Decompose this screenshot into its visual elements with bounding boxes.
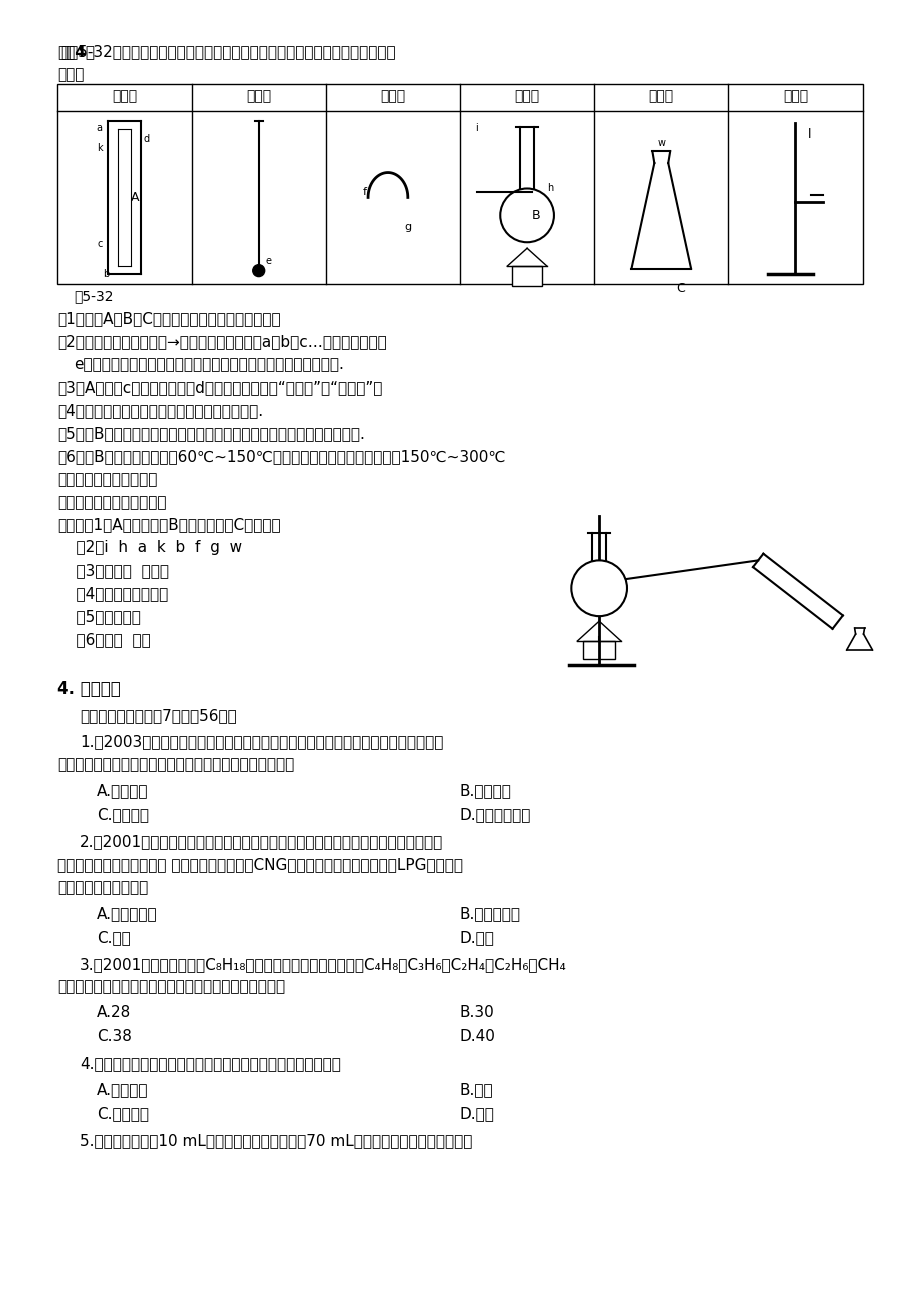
Text: e: e [266,255,271,266]
Text: 1.（2003年春季高考理综题）从石油分馏得到的固体石蜡，用氯气漂白后，燃烧时会: 1.（2003年春季高考理综题）从石油分馏得到的固体石蜡，用氯气漂白后，燃烧时会 [80,734,443,750]
Text: C.氢气: C.氢气 [97,930,130,945]
Text: B.裂解: B.裂解 [460,1082,494,1098]
Text: 产生含氯元素的气体，这是由于石蜡在漂白时与氯气发生过: 产生含氯元素的气体，这是由于石蜡在漂白时与氯气发生过 [57,758,294,772]
Circle shape [571,560,627,616]
Text: k: k [96,143,103,154]
Text: 将图5-32所列仪器组装为一套实验室蝓馏石油的装置，并进行蝓馏，得到汽油和: 将图5-32所列仪器组装为一套实验室蝓馏石油的装置，并进行蝓馏，得到汽油和 [61,44,395,60]
Text: 类燃料的主要成分都是: 类燃料的主要成分都是 [57,880,149,894]
Text: C.聚合反应: C.聚合反应 [97,807,149,823]
Text: B.30: B.30 [460,1005,494,1021]
Text: A.28: A.28 [97,1005,131,1021]
Text: （6）汽油  某油: （6）汽油 某油 [57,631,151,647]
Text: i: i [475,124,478,133]
Text: 5.在常温常压下刷10 mL某裂解气中的一种成分与70 mL氧气混合，点燃使之充分燃烧: 5.在常温常压下刷10 mL某裂解气中的一种成分与70 mL氧气混合，点燃使之充… [80,1133,472,1148]
Text: c: c [97,238,103,249]
Text: A.减压分馏: A.减压分馏 [97,1082,149,1098]
Circle shape [253,264,265,276]
Bar [57,85,862,284]
Text: D.40: D.40 [460,1030,495,1044]
Text: 五种气体的混合物。该混合物的平均相对分子质量可能是: 五种气体的混合物。该混合物的平均相对分子质量可能是 [57,979,285,995]
Text: d: d [143,134,150,145]
Text: B: B [531,208,540,221]
Text: 2.（2001年全国高考题）为了减少大气污染，许多城市推广汽车使用清洁燃料。目前: 2.（2001年全国高考题）为了减少大气污染，许多城市推广汽车使用清洁燃料。目前 [80,835,443,849]
Text: e接（　）（　）接（　）（　）（　）接（　）（　）接（　）.: e接（ ）（ ）接（ ）（ ）（ ）接（ ）（ ）接（ ）. [74,357,344,372]
Text: D.催化裂化反应: D.催化裂化反应 [460,807,531,823]
Text: （六）: （六） [648,90,673,103]
Text: （5）在B中注入原油后，加几片碎瓷片的目的是　　　　　　　　　　　.: （5）在B中注入原油后，加几片碎瓷片的目的是 . [57,426,365,441]
Text: （1）图中A、B、C三种仪器的名称是　　　　　．: （1）图中A、B、C三种仪器的名称是 ． [57,311,281,327]
Text: 使用的清洁燃料主要有两类 一类是压缩天然气（CNG），另一类是液化石油气（LPG）。这两: 使用的清洁燃料主要有两类 一类是压缩天然气（CNG），另一类是液化石油气（LPG… [57,857,463,872]
Text: （四）: （四） [782,90,807,103]
Circle shape [500,189,553,242]
Text: h: h [547,182,552,193]
Text: D.重整: D.重整 [460,1107,494,1121]
Text: （2）i  h  a  k  b  f  g  w: （2）i h a k b f g w [57,540,243,556]
Text: A.加成反应: A.加成反应 [97,784,149,798]
Text: 某油。: 某油。 [57,68,85,82]
Text: f: f [363,187,367,198]
Text: （3）进水口  出水口: （3）进水口 出水口 [57,564,169,578]
Bar [583,641,615,659]
Text: w: w [656,138,664,148]
Text: （4）蝓馏时，温度计水银球应在　　　　　位置.: （4）蝓馏时，温度计水银球应在 位置. [57,404,263,418]
Text: （五）: （五） [380,90,405,103]
Text: A.碳水化合物: A.碳水化合物 [97,906,158,921]
Text: a: a [96,124,103,133]
Text: C.38: C.38 [97,1030,132,1044]
Text: 图5-32: 图5-32 [74,289,114,303]
Text: （2）将以上仪器按（一）→（六）顺序，用字毽a，b，c…表示连接顺序：: （2）将以上仪器按（一）→（六）顺序，用字毽a，b，c…表示连接顺序： [57,335,387,349]
Text: g: g [404,223,412,232]
Text: （3）A仪器中c口是　　　　，d口是　　　　（填“进水口”或“出水口”）: （3）A仪器中c口是 ，d口是 （填“进水口”或“出水口”） [57,380,382,396]
Text: （二）: （二） [514,90,539,103]
Text: B.碳氢化合物: B.碳氢化合物 [460,906,520,921]
Text: C.催化裂化: C.催化裂化 [97,1107,149,1121]
Text: B.取代反应: B.取代反应 [460,784,511,798]
Text: （三）: （三） [112,90,137,103]
Text: l: l [807,128,810,141]
Text: 3.（2001年上海高考题）C₈H₁₈经多步裂化，最后完全转化为C₄H₈、C₃H₆、C₂H₄、C₂H₆、CH₄: 3.（2001年上海高考题）C₈H₁₈经多步裂化，最后完全转化为C₄H₈、C₃H… [80,957,566,971]
Text: D.醇类: D.醇类 [460,930,494,945]
Text: （5）防止暴汸: （5）防止暴汸 [57,609,142,624]
Text: 答案：（1）A是冷凝管；B是蝓馏烧瓶；C是锥形瓶: 答案：（1）A是冷凝管；B是蝓馏烧瓶；C是锥形瓶 [57,518,281,533]
Text: （一）: （一） [246,90,271,103]
Text: A: A [130,191,139,204]
Text: 4.为提高轻质液体燃料的产量，在石油工业上采用的主要方法是: 4.为提高轻质液体燃料的产量，在石油工业上采用的主要方法是 [80,1056,341,1072]
Text: 4. 实战演练: 4. 实战演练 [57,680,121,698]
Text: 间的馏分是　　　　　．: 间的馏分是 ． [57,471,158,487]
Text: （4）蝓馏烧瓶支管口: （4）蝓馏烧瓶支管口 [57,586,168,602]
Text: （6）给B加热，收集到沸点60℃~150℃间的馏分是　　　　　，收集到150℃~300℃: （6）给B加热，收集到沸点60℃~150℃间的馏分是 ，收集到150℃~300℃ [57,449,505,464]
Text: 》例4「: 》例4「 [57,44,96,60]
Bar [512,266,541,286]
Text: b: b [103,268,109,279]
Text: 一、选择题（每小题7分，入56分）: 一、选择题（每小题7分，入56分） [80,708,237,723]
Text: C: C [675,283,684,296]
Text: 解析：石油的分馏装置为：: 解析：石油的分馏装置为： [57,495,166,509]
